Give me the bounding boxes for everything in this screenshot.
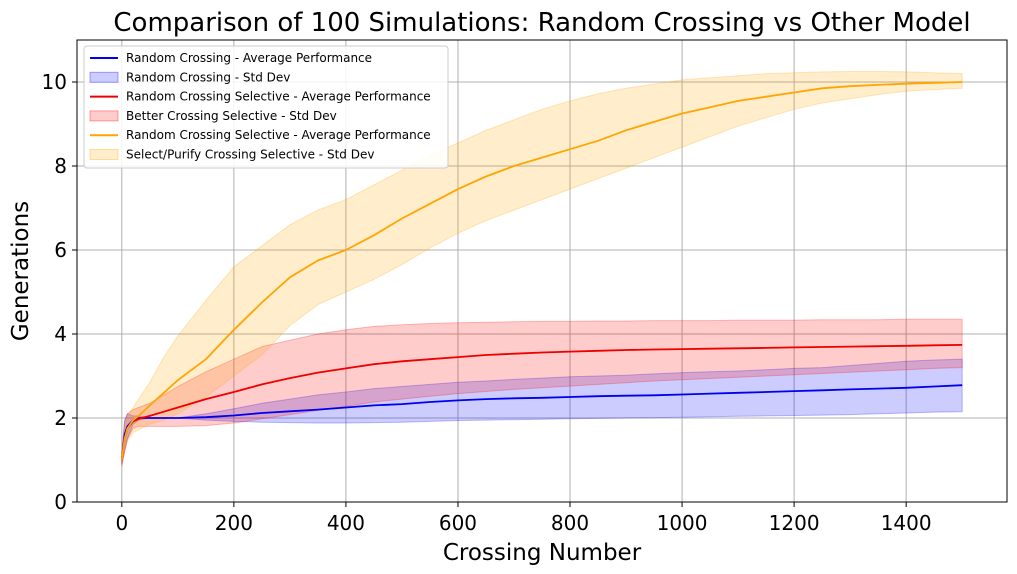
legend-band-swatch: [89, 149, 119, 160]
x-tick-label: 0: [115, 511, 128, 535]
std-dev-bands: [121, 71, 963, 467]
y-tick-label: 0: [54, 490, 67, 514]
y-tick-label: 4: [54, 322, 67, 346]
plot-frame: [76, 39, 1008, 503]
random-crossing-std-band: [121, 358, 963, 465]
y-tick-label: 6: [54, 238, 67, 262]
legend: Random Crossing - Average Performance Ran…: [83, 45, 449, 169]
legend-band-swatch: [89, 110, 119, 122]
x-tick-label: 200: [215, 511, 253, 535]
legend-entry-label: Random Crossing - Std Dev: [126, 70, 290, 84]
legend-entry-label: Random Crossing Selective - Average Perf…: [126, 128, 431, 142]
random-crossing-selective-avg-line: [120, 344, 963, 461]
x-tick-label: 1200: [769, 511, 820, 535]
legend-entry-label: Select/Purify Crossing Selective - Std D…: [126, 148, 374, 162]
random-crossing-selective-avg-line-2: [120, 81, 963, 461]
x-axis-ticks: 0 200 400 600 800 1000 1200 1400: [115, 502, 932, 535]
random-crossing-avg-line: [120, 384, 963, 461]
average-lines: [120, 81, 963, 461]
legend-band-swatch: [89, 71, 119, 83]
x-tick-label: 800: [551, 511, 589, 535]
grid: [77, 40, 1007, 503]
legend-entry-label: Random Crossing Selective - Average Perf…: [126, 90, 431, 104]
chart-title: Comparison of 100 Simulations: Random Cr…: [113, 8, 970, 38]
legend-box: [83, 45, 449, 169]
x-axis-label: Crossing Number: [443, 540, 642, 566]
select-purify-std-band: [121, 71, 963, 467]
x-tick-label: 600: [439, 511, 477, 535]
x-tick-label: 400: [327, 511, 365, 535]
y-tick-label: 10: [42, 70, 67, 94]
y-tick-label: 8: [54, 154, 67, 178]
legend-entry-label: Better Crossing Selective - Std Dev: [126, 109, 337, 123]
y-tick-label: 2: [54, 406, 67, 430]
better-crossing-std-band: [121, 318, 963, 467]
x-tick-label: 1400: [881, 511, 932, 535]
x-tick-label: 1000: [657, 511, 708, 535]
y-axis-label: Generations: [8, 201, 34, 341]
legend-entry-label: Random Crossing - Average Performance: [126, 51, 372, 65]
y-axis-ticks: 0 2 4 6 8 10: [42, 70, 77, 514]
